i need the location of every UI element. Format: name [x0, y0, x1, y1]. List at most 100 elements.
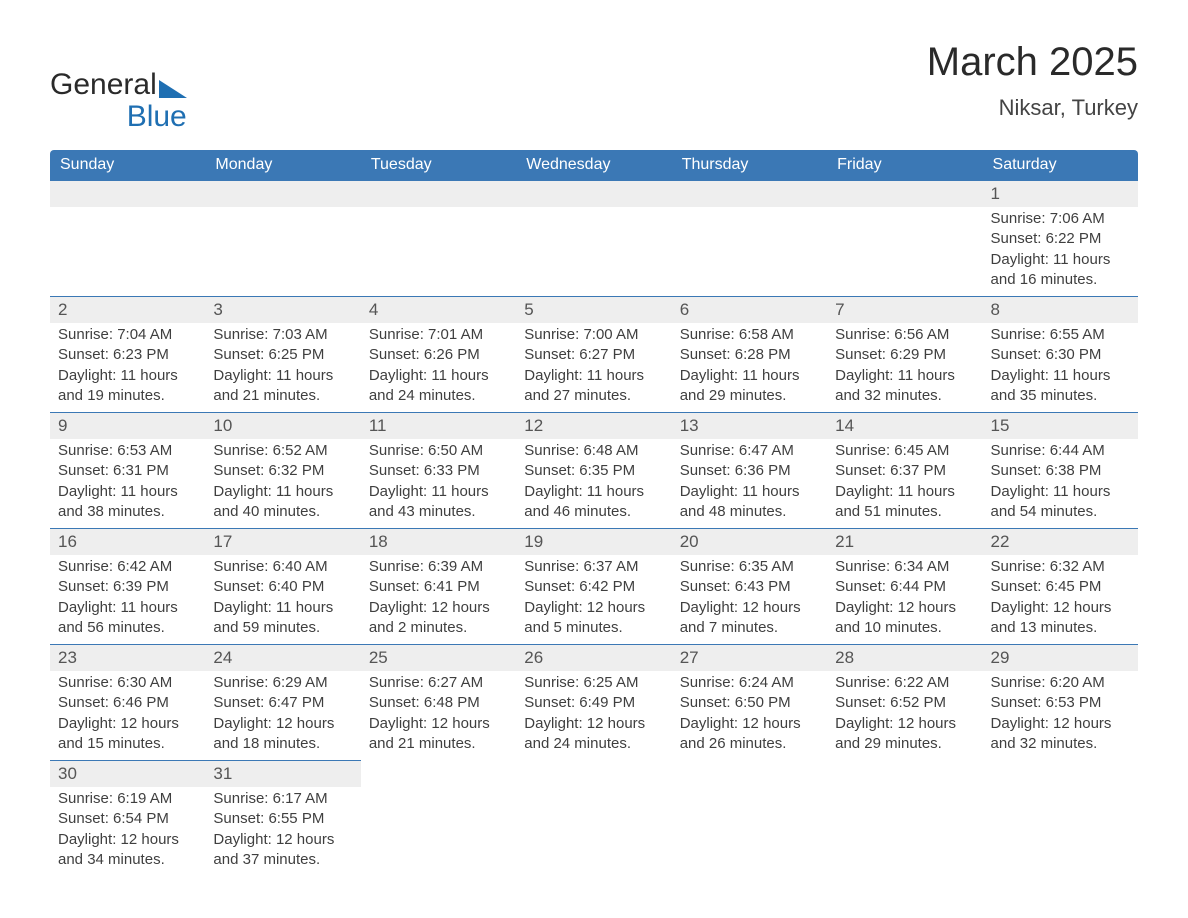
- day-number-cell: [361, 181, 516, 208]
- sunset-line: Sunset: 6:22 PM: [991, 229, 1130, 249]
- day-number-cell: 24: [205, 645, 360, 672]
- sunrise-line: Sunrise: 6:39 AM: [369, 557, 508, 577]
- sunrise-line: Sunrise: 7:03 AM: [213, 325, 352, 345]
- day-number: 12: [516, 413, 671, 439]
- daylight-line: Daylight: 12 hours and 34 minutes.: [58, 830, 197, 871]
- day-detail-cell: Sunrise: 6:56 AMSunset: 6:29 PMDaylight:…: [827, 323, 982, 413]
- day-detail-cell: Sunrise: 6:58 AMSunset: 6:28 PMDaylight:…: [672, 323, 827, 413]
- day-detail-cell: Sunrise: 6:29 AMSunset: 6:47 PMDaylight:…: [205, 671, 360, 761]
- sunset-line: Sunset: 6:45 PM: [991, 577, 1130, 597]
- day-detail-cell: Sunrise: 6:34 AMSunset: 6:44 PMDaylight:…: [827, 555, 982, 645]
- sunset-line: Sunset: 6:47 PM: [213, 693, 352, 713]
- sunset-line: Sunset: 6:46 PM: [58, 693, 197, 713]
- sunrise-line: Sunrise: 6:34 AM: [835, 557, 974, 577]
- daylight-line: Daylight: 11 hours and 40 minutes.: [213, 482, 352, 523]
- day-number: 9: [50, 413, 205, 439]
- day-number-cell: 7: [827, 297, 982, 324]
- day-number: 4: [361, 297, 516, 323]
- day-number: 2: [50, 297, 205, 323]
- location-label: Niksar, Turkey: [927, 95, 1138, 121]
- day-number: 29: [983, 645, 1138, 671]
- sunrise-line: Sunrise: 6:32 AM: [991, 557, 1130, 577]
- day-detail-cell: Sunrise: 7:01 AMSunset: 6:26 PMDaylight:…: [361, 323, 516, 413]
- daylight-line: Daylight: 11 hours and 48 minutes.: [680, 482, 819, 523]
- sunrise-line: Sunrise: 7:01 AM: [369, 325, 508, 345]
- week-detail-row: Sunrise: 7:04 AMSunset: 6:23 PMDaylight:…: [50, 323, 1138, 413]
- calendar-table: SundayMondayTuesdayWednesdayThursdayFrid…: [50, 150, 1138, 876]
- sunrise-line: Sunrise: 6:52 AM: [213, 441, 352, 461]
- sunrise-line: Sunrise: 6:55 AM: [991, 325, 1130, 345]
- day-detail-cell: Sunrise: 6:47 AMSunset: 6:36 PMDaylight:…: [672, 439, 827, 529]
- day-number: 10: [205, 413, 360, 439]
- page-header: General Blue March 2025 Niksar, Turkey: [50, 40, 1138, 132]
- day-detail-cell: Sunrise: 7:00 AMSunset: 6:27 PMDaylight:…: [516, 323, 671, 413]
- day-header: Tuesday: [361, 150, 516, 181]
- day-number-cell: 20: [672, 529, 827, 556]
- day-number: 28: [827, 645, 982, 671]
- day-detail-cell: Sunrise: 6:19 AMSunset: 6:54 PMDaylight:…: [50, 787, 205, 876]
- day-detail-cell: [205, 207, 360, 297]
- day-number: 21: [827, 529, 982, 555]
- day-number-cell: [827, 181, 982, 208]
- day-number-cell: 30: [50, 761, 205, 788]
- day-number-cell: 29: [983, 645, 1138, 672]
- sunset-line: Sunset: 6:50 PM: [680, 693, 819, 713]
- day-detail-cell: Sunrise: 7:03 AMSunset: 6:25 PMDaylight:…: [205, 323, 360, 413]
- sunrise-line: Sunrise: 6:48 AM: [524, 441, 663, 461]
- sunset-line: Sunset: 6:48 PM: [369, 693, 508, 713]
- sunset-line: Sunset: 6:42 PM: [524, 577, 663, 597]
- day-header: Monday: [205, 150, 360, 181]
- day-detail-cell: Sunrise: 6:44 AMSunset: 6:38 PMDaylight:…: [983, 439, 1138, 529]
- day-detail-cell: Sunrise: 6:48 AMSunset: 6:35 PMDaylight:…: [516, 439, 671, 529]
- day-number-cell: [361, 761, 516, 788]
- sunset-line: Sunset: 6:32 PM: [213, 461, 352, 481]
- sunset-line: Sunset: 6:52 PM: [835, 693, 974, 713]
- day-number-cell: 26: [516, 645, 671, 672]
- week-detail-row: Sunrise: 6:30 AMSunset: 6:46 PMDaylight:…: [50, 671, 1138, 761]
- day-number: 13: [672, 413, 827, 439]
- day-detail-cell: Sunrise: 6:39 AMSunset: 6:41 PMDaylight:…: [361, 555, 516, 645]
- day-number-cell: [205, 181, 360, 208]
- week-daynum-row: 9101112131415: [50, 413, 1138, 440]
- day-number-cell: 22: [983, 529, 1138, 556]
- day-number-cell: [50, 181, 205, 208]
- day-detail-cell: Sunrise: 6:27 AMSunset: 6:48 PMDaylight:…: [361, 671, 516, 761]
- day-detail-cell: [50, 207, 205, 297]
- day-number: 15: [983, 413, 1138, 439]
- day-detail-cell: [516, 787, 671, 876]
- daylight-line: Daylight: 12 hours and 7 minutes.: [680, 598, 819, 639]
- daylight-line: Daylight: 11 hours and 51 minutes.: [835, 482, 974, 523]
- day-number: 30: [50, 761, 205, 787]
- day-detail-cell: [516, 207, 671, 297]
- daylight-line: Daylight: 11 hours and 19 minutes.: [58, 366, 197, 407]
- sunset-line: Sunset: 6:41 PM: [369, 577, 508, 597]
- day-number-cell: 27: [672, 645, 827, 672]
- daylight-line: Daylight: 11 hours and 59 minutes.: [213, 598, 352, 639]
- day-number: 17: [205, 529, 360, 555]
- day-number: 27: [672, 645, 827, 671]
- sunrise-line: Sunrise: 7:06 AM: [991, 209, 1130, 229]
- day-number-cell: 31: [205, 761, 360, 788]
- day-number-cell: 13: [672, 413, 827, 440]
- daylight-line: Daylight: 12 hours and 18 minutes.: [213, 714, 352, 755]
- sunset-line: Sunset: 6:39 PM: [58, 577, 197, 597]
- sunset-line: Sunset: 6:38 PM: [991, 461, 1130, 481]
- day-number-cell: 6: [672, 297, 827, 324]
- day-detail-cell: Sunrise: 6:30 AMSunset: 6:46 PMDaylight:…: [50, 671, 205, 761]
- day-header: Thursday: [672, 150, 827, 181]
- week-detail-row: Sunrise: 6:42 AMSunset: 6:39 PMDaylight:…: [50, 555, 1138, 645]
- sunrise-line: Sunrise: 6:40 AM: [213, 557, 352, 577]
- sunrise-line: Sunrise: 6:35 AM: [680, 557, 819, 577]
- sunrise-line: Sunrise: 6:56 AM: [835, 325, 974, 345]
- day-number: 5: [516, 297, 671, 323]
- day-detail-cell: Sunrise: 6:42 AMSunset: 6:39 PMDaylight:…: [50, 555, 205, 645]
- day-number: 20: [672, 529, 827, 555]
- week-daynum-row: 2345678: [50, 297, 1138, 324]
- daylight-line: Daylight: 12 hours and 15 minutes.: [58, 714, 197, 755]
- day-detail-cell: Sunrise: 6:55 AMSunset: 6:30 PMDaylight:…: [983, 323, 1138, 413]
- sunrise-line: Sunrise: 6:22 AM: [835, 673, 974, 693]
- sunset-line: Sunset: 6:27 PM: [524, 345, 663, 365]
- day-detail-cell: Sunrise: 6:37 AMSunset: 6:42 PMDaylight:…: [516, 555, 671, 645]
- day-number: 26: [516, 645, 671, 671]
- logo-word-2: Blue: [50, 102, 187, 132]
